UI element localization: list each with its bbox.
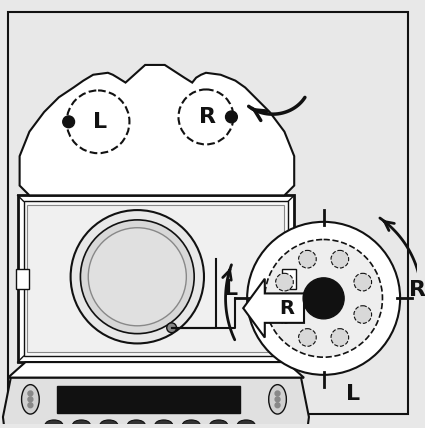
Circle shape xyxy=(178,89,233,144)
Text: L: L xyxy=(93,112,107,132)
Text: R: R xyxy=(279,299,294,318)
Circle shape xyxy=(275,403,280,408)
Ellipse shape xyxy=(155,420,173,428)
Circle shape xyxy=(226,111,237,123)
Circle shape xyxy=(275,391,280,396)
Circle shape xyxy=(28,403,33,408)
Circle shape xyxy=(28,397,33,402)
Circle shape xyxy=(28,391,33,396)
Circle shape xyxy=(265,240,382,357)
Circle shape xyxy=(276,273,293,291)
Circle shape xyxy=(67,90,130,153)
Circle shape xyxy=(299,250,316,268)
Ellipse shape xyxy=(100,420,118,428)
Ellipse shape xyxy=(237,420,255,428)
Circle shape xyxy=(276,306,293,324)
Circle shape xyxy=(354,273,371,291)
Circle shape xyxy=(167,323,176,333)
Circle shape xyxy=(303,278,344,319)
Text: R: R xyxy=(409,280,425,300)
Circle shape xyxy=(88,228,186,326)
Ellipse shape xyxy=(182,420,200,428)
Ellipse shape xyxy=(22,385,39,414)
Polygon shape xyxy=(243,279,304,338)
Circle shape xyxy=(275,397,280,402)
Circle shape xyxy=(331,250,348,268)
Polygon shape xyxy=(3,378,309,428)
Circle shape xyxy=(71,210,204,343)
Bar xyxy=(57,386,240,413)
Bar xyxy=(16,269,29,288)
Circle shape xyxy=(299,329,316,346)
Ellipse shape xyxy=(210,420,227,428)
Ellipse shape xyxy=(73,420,90,428)
Circle shape xyxy=(63,116,74,128)
Ellipse shape xyxy=(269,385,286,414)
Ellipse shape xyxy=(45,420,63,428)
Text: R: R xyxy=(199,107,216,127)
Circle shape xyxy=(331,329,348,346)
Polygon shape xyxy=(8,362,304,378)
Circle shape xyxy=(80,220,194,334)
Circle shape xyxy=(354,306,371,324)
Text: L: L xyxy=(224,279,238,299)
Bar xyxy=(18,195,294,362)
Ellipse shape xyxy=(128,420,145,428)
Bar xyxy=(283,269,296,288)
Text: L: L xyxy=(346,384,360,404)
Bar xyxy=(28,205,284,352)
Bar xyxy=(23,201,288,356)
Polygon shape xyxy=(20,65,294,195)
Circle shape xyxy=(247,222,400,375)
